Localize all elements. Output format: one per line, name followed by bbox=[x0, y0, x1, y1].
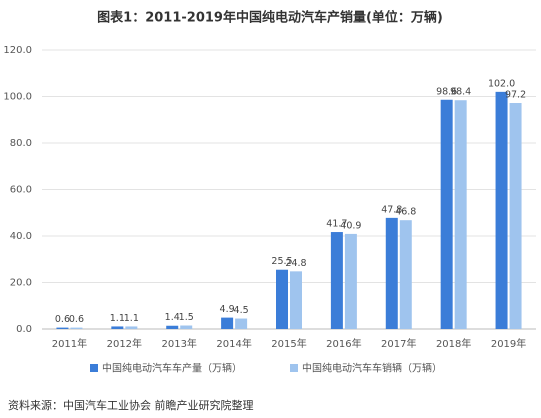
y-tick-label: 60.0 bbox=[10, 185, 32, 196]
legend-swatch bbox=[90, 364, 98, 372]
bar bbox=[454, 100, 467, 329]
value-label: 98.4 bbox=[450, 87, 471, 98]
bar bbox=[509, 103, 522, 329]
value-label: 40.9 bbox=[340, 220, 361, 231]
bar bbox=[166, 325, 179, 329]
value-label: 0.6 bbox=[69, 314, 84, 325]
value-label: 102.0 bbox=[488, 78, 515, 89]
bar bbox=[56, 327, 69, 329]
source-note: 资料来源：中国汽车工业协会 前瞻产业研究院整理 bbox=[8, 398, 254, 412]
x-tick-label: 2019年 bbox=[491, 337, 526, 350]
chart-title: 图表1：2011-2019年中国纯电动汽车产销量(单位：万辆) bbox=[97, 10, 443, 26]
bar bbox=[111, 326, 124, 329]
bar bbox=[70, 327, 83, 329]
y-tick-label: 20.0 bbox=[10, 278, 32, 289]
x-tick-label: 2012年 bbox=[107, 337, 142, 350]
bar bbox=[221, 317, 234, 329]
value-label: 47.8 bbox=[381, 204, 402, 215]
bar bbox=[440, 99, 453, 329]
legend-label: 中国纯电动汽车车产量（万辆） bbox=[102, 362, 242, 375]
bar bbox=[385, 217, 398, 329]
value-label: 98.6 bbox=[436, 86, 457, 97]
bar bbox=[399, 220, 412, 329]
value-label: 4.9 bbox=[220, 304, 235, 315]
x-tick-label: 2015年 bbox=[271, 337, 306, 350]
bar bbox=[180, 325, 193, 329]
legend-swatch bbox=[290, 364, 298, 372]
value-label: 4.5 bbox=[234, 305, 249, 316]
bar bbox=[276, 269, 288, 329]
y-tick-label: 40.0 bbox=[10, 231, 32, 242]
bar bbox=[290, 271, 302, 329]
value-label: 0.6 bbox=[55, 314, 70, 325]
legend-label: 中国纯电动汽车车销辆（万辆） bbox=[302, 362, 442, 375]
y-tick-label: 120.0 bbox=[3, 45, 32, 56]
value-label: 41.7 bbox=[326, 219, 347, 230]
y-tick-label: 80.0 bbox=[10, 138, 32, 149]
x-tick-label: 2017年 bbox=[381, 337, 416, 350]
value-label: 1.4 bbox=[165, 312, 180, 323]
value-label: 24.8 bbox=[285, 258, 306, 269]
value-label: 1.1 bbox=[110, 313, 125, 324]
y-tick-label: 0.0 bbox=[16, 324, 32, 335]
x-tick-label: 2013年 bbox=[161, 337, 196, 350]
bar bbox=[495, 91, 508, 329]
value-label: 97.2 bbox=[505, 90, 526, 101]
bar bbox=[235, 318, 248, 329]
value-label: 25.5 bbox=[271, 256, 292, 267]
y-tick-label: 100.0 bbox=[3, 92, 32, 103]
value-label: 1.1 bbox=[124, 313, 139, 324]
value-label: 46.8 bbox=[395, 207, 416, 218]
bar bbox=[344, 233, 357, 329]
bar bbox=[330, 232, 343, 329]
x-tick-label: 2016年 bbox=[326, 337, 361, 350]
x-tick-label: 2018年 bbox=[436, 337, 471, 350]
value-label: 1.5 bbox=[179, 312, 194, 323]
x-tick-label: 2011年 bbox=[52, 337, 87, 350]
bar bbox=[125, 326, 138, 329]
x-tick-label: 2014年 bbox=[216, 337, 251, 350]
